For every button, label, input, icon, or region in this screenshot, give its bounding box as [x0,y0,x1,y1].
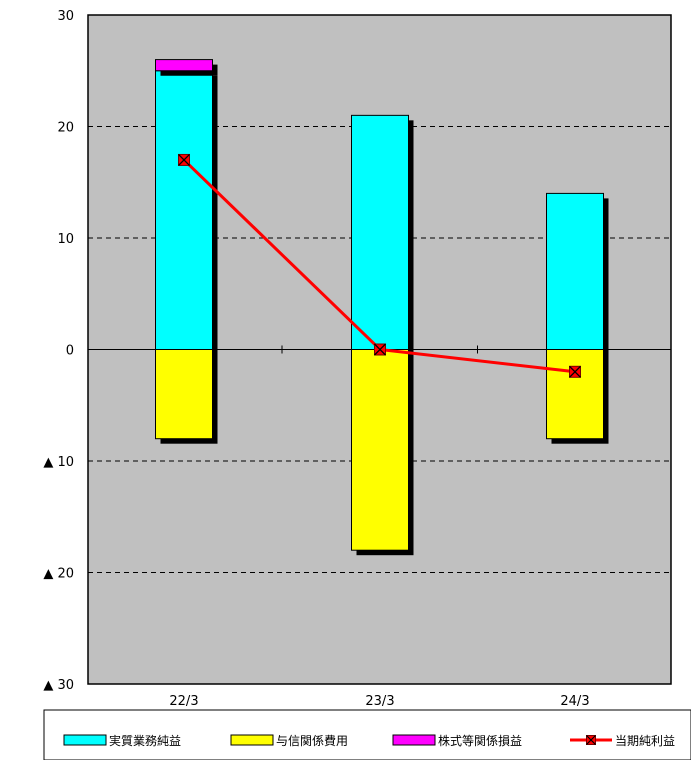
net-income-series [178,153,581,378]
legend-swatch [230,734,274,746]
legend-label: 実質業務純益 [109,733,181,748]
y-tick-label: 0 [66,344,74,359]
legend-label: 株式等関係損益 [438,733,522,748]
bar-0-与信関係費用 [155,349,213,440]
y-tick-label: 30 [57,9,74,24]
bar-0-株式等関係損益 [155,59,213,72]
data-point-marker [374,343,386,356]
legend-swatch [63,734,107,746]
y-tick-label: ▲ 10 [43,455,74,470]
bar-0-実質業務純益 [155,70,213,350]
y-tick-label: ▲ 30 [43,678,74,693]
bar-2-実質業務純益 [546,192,604,350]
data-point-marker [178,153,190,166]
x-tick-label: 22/3 [169,694,198,709]
bar-1-与信関係費用 [351,349,409,551]
data-point-marker [569,365,581,378]
x-axis-tick-labels: 22/3 23/3 24/3 [169,694,589,709]
y-tick-label: ▲ 20 [43,567,74,582]
legend-box [43,709,691,760]
y-tick-label: 10 [57,232,74,247]
legend-label: 与信関係費用 [276,733,348,748]
legend-label: 当期純利益 [615,734,675,748]
y-axis-tick-labels: 30 20 10 0 ▲ 10 ▲ 20 ▲ 30 [43,9,74,693]
legend-swatch [392,734,436,746]
y-tick-label: 20 [57,121,74,136]
x-tick-label: 23/3 [365,694,394,709]
bars [155,59,609,556]
legend: 実質業務純益 与信関係費用 株式等関係損益 当期純利益 [43,709,691,760]
x-tick-label: 24/3 [560,694,589,709]
bar-2-与信関係費用 [546,349,604,440]
bar-1-実質業務純益 [351,114,409,350]
